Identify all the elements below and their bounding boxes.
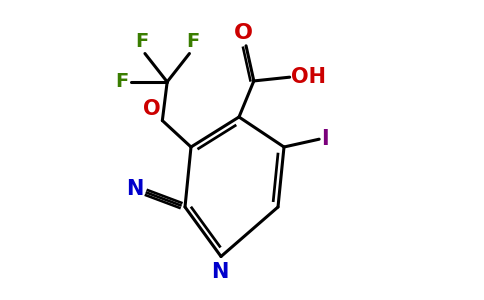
- Text: O: O: [143, 99, 161, 119]
- Text: OH: OH: [291, 67, 326, 87]
- Text: F: F: [186, 32, 199, 50]
- Text: F: F: [115, 72, 128, 91]
- Text: N: N: [211, 262, 228, 282]
- Text: O: O: [234, 23, 253, 43]
- Text: F: F: [136, 32, 149, 50]
- Text: I: I: [320, 129, 328, 149]
- Text: N: N: [126, 179, 143, 199]
